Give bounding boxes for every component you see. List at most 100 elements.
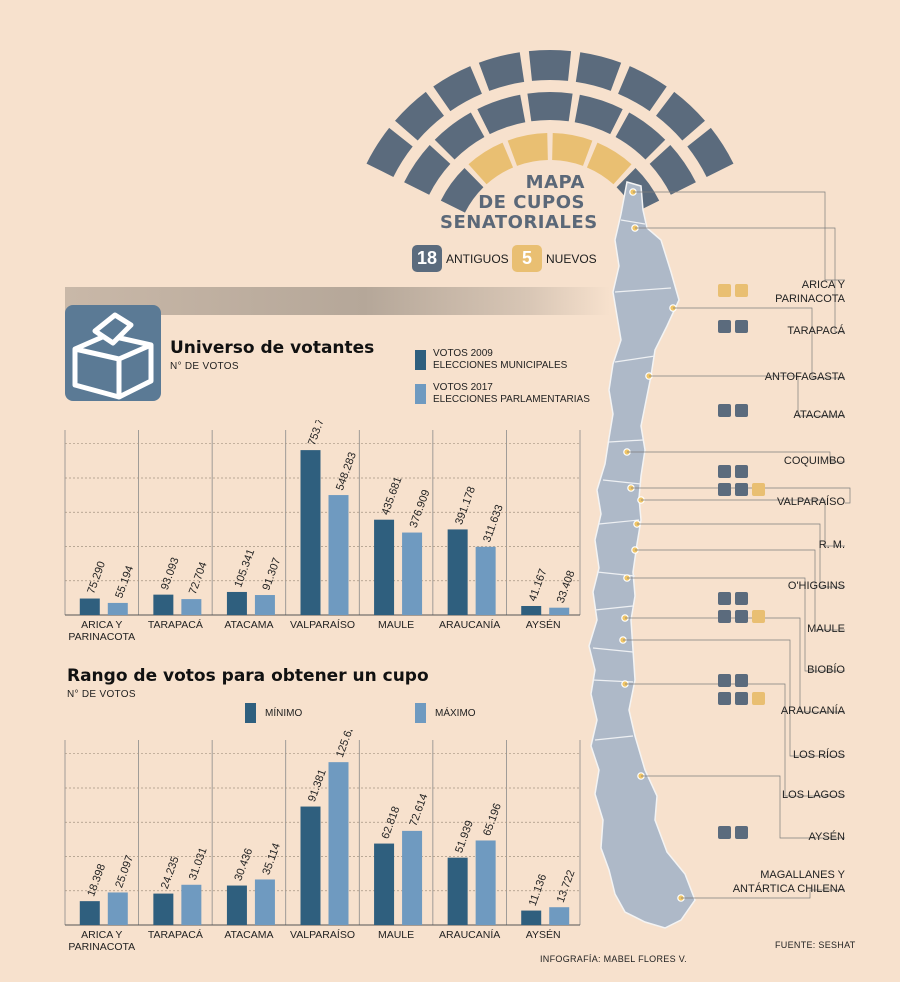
leader-line [625, 683, 845, 797]
bar-b [549, 907, 570, 925]
leader-line [635, 227, 845, 333]
bar-value-label: 125.622 [334, 730, 359, 759]
source: FUENTE: SESHAT [775, 940, 856, 950]
bar-value-label: 24.235 [159, 855, 182, 891]
bar-b [181, 599, 202, 615]
old-seat-box [718, 610, 731, 623]
region-label: LOS RÍOS [793, 749, 845, 761]
region-label: MAGALLANES Y ANTÁRTICA CHILENA [732, 869, 845, 895]
category-label: ARAUCANÍA [439, 618, 500, 631]
leader-line [649, 375, 845, 417]
bar-a [79, 598, 100, 615]
bar-a [226, 591, 247, 615]
old-seat [615, 112, 666, 160]
category-label: MAULE [378, 619, 414, 631]
legend-label-2009: VOTOS 2009 ELECCIONES MUNICIPALES [433, 348, 568, 371]
bar-value-label: 93.093 [159, 556, 182, 592]
bar-value-label: 62.818 [380, 805, 403, 841]
old-seat [478, 52, 525, 91]
leader-line [627, 577, 845, 672]
chart-rango-votos: 18.398 24.235 30.436 91.381 62.818 51.939 11.1… [64, 730, 581, 953]
bar-value-label: 35.114 [260, 842, 283, 877]
old-seat-box [735, 465, 748, 478]
bar-a [374, 843, 395, 925]
old-seat-box [718, 465, 731, 478]
leader-line [641, 499, 845, 547]
bar-a [226, 885, 247, 925]
old-seat [433, 66, 482, 112]
chart1-legend: VOTOS 2009 ELECCIONES MUNICIPALES VOTOS … [415, 348, 605, 408]
old-seat [618, 66, 667, 112]
category-label: AYSÉN [526, 618, 561, 631]
legend-label-max: MÁXIMO [435, 708, 476, 719]
leader-line [637, 523, 845, 588]
bar-a [447, 529, 468, 615]
region-label: VALPARAÍSO [776, 496, 845, 508]
old-seat-box [718, 320, 731, 333]
bar-b [328, 495, 349, 615]
ballot-box-icon [65, 305, 161, 401]
bar-value-label: 18.398 [85, 862, 108, 898]
new-seat [468, 142, 514, 185]
region-label: TARAPACÁ [787, 325, 845, 337]
region-label: ATACAMA [793, 409, 845, 421]
category-label: ATACAMA [224, 929, 273, 941]
old-seat-box [718, 826, 731, 839]
old-seat-box [735, 483, 748, 496]
bar-a [300, 806, 321, 925]
old-seats-label: ANTIGUOS [446, 252, 509, 266]
legend-label-2017: VOTOS 2017 ELECCIONES PARLAMENTARIAS [433, 382, 590, 405]
new-seat [507, 133, 548, 166]
leader-line [627, 451, 845, 463]
category-label: VALPARAÍSO [290, 618, 355, 631]
region-list: ARICA Y PARINACOTA TARAPACÁ ANTOFAGASTA ATA… [700, 260, 845, 910]
bar-b [475, 840, 496, 925]
new-seats-label: NUEVOS [546, 252, 597, 266]
region-label: O'HIGGINS [787, 580, 845, 592]
category-label: AYSÉN [526, 928, 561, 941]
leader-line [623, 639, 845, 757]
bar-value-label: 65.196 [481, 802, 504, 838]
chart2-legend: MÍNIMO MÁXIMO [245, 703, 495, 725]
bar-value-label: 91.307 [260, 556, 283, 592]
new-seat [586, 142, 632, 185]
region-label: LOS LAGOS [782, 789, 845, 801]
old-seat [656, 91, 705, 141]
bar-value-label: 435.681 [380, 475, 405, 516]
legend-label-min: MÍNIMO [265, 708, 303, 719]
bar-value-label: 72.704 [187, 560, 210, 596]
chart2-title: Rango de votos para obtener un cupo [67, 666, 429, 686]
leader-line [673, 307, 845, 379]
legend-swatch-2017 [415, 384, 426, 404]
leader-line [625, 617, 845, 713]
old-seat [687, 127, 734, 177]
seat-legend: 18 ANTIGUOS 5 NUEVOS [412, 245, 597, 273]
old-seat [574, 94, 623, 135]
old-seat-box [735, 320, 748, 333]
region-label: AYSÉN [808, 831, 845, 843]
category-label: ARICA Y [81, 619, 122, 631]
bar-b [181, 884, 202, 925]
category-label: PARINACOTA [68, 631, 135, 643]
region-label: BIOBÍO [807, 664, 845, 676]
leader-line [635, 549, 845, 631]
old-seat-box [718, 674, 731, 687]
bar-value-label: 753.732 [306, 420, 331, 447]
bar-value-label: 25.097 [113, 854, 136, 890]
old-seat-box [735, 692, 748, 705]
bar-value-label: 51.939 [453, 819, 476, 855]
old-seat [366, 127, 413, 177]
old-seat [649, 145, 696, 195]
bar-value-label: 41.167 [527, 567, 550, 603]
leader-line [641, 775, 845, 839]
old-seat-box [718, 592, 731, 605]
bar-b [328, 762, 349, 925]
old-seat [395, 91, 444, 141]
category-label: VALPARAÍSO [290, 928, 355, 941]
bar-a [374, 519, 395, 615]
bar-b [254, 595, 275, 615]
map-title-line-1: MAPA [525, 172, 585, 193]
chart1-unit: N° DE VOTOS [170, 361, 239, 372]
old-seat [575, 52, 622, 91]
new-seat-box [752, 610, 765, 623]
